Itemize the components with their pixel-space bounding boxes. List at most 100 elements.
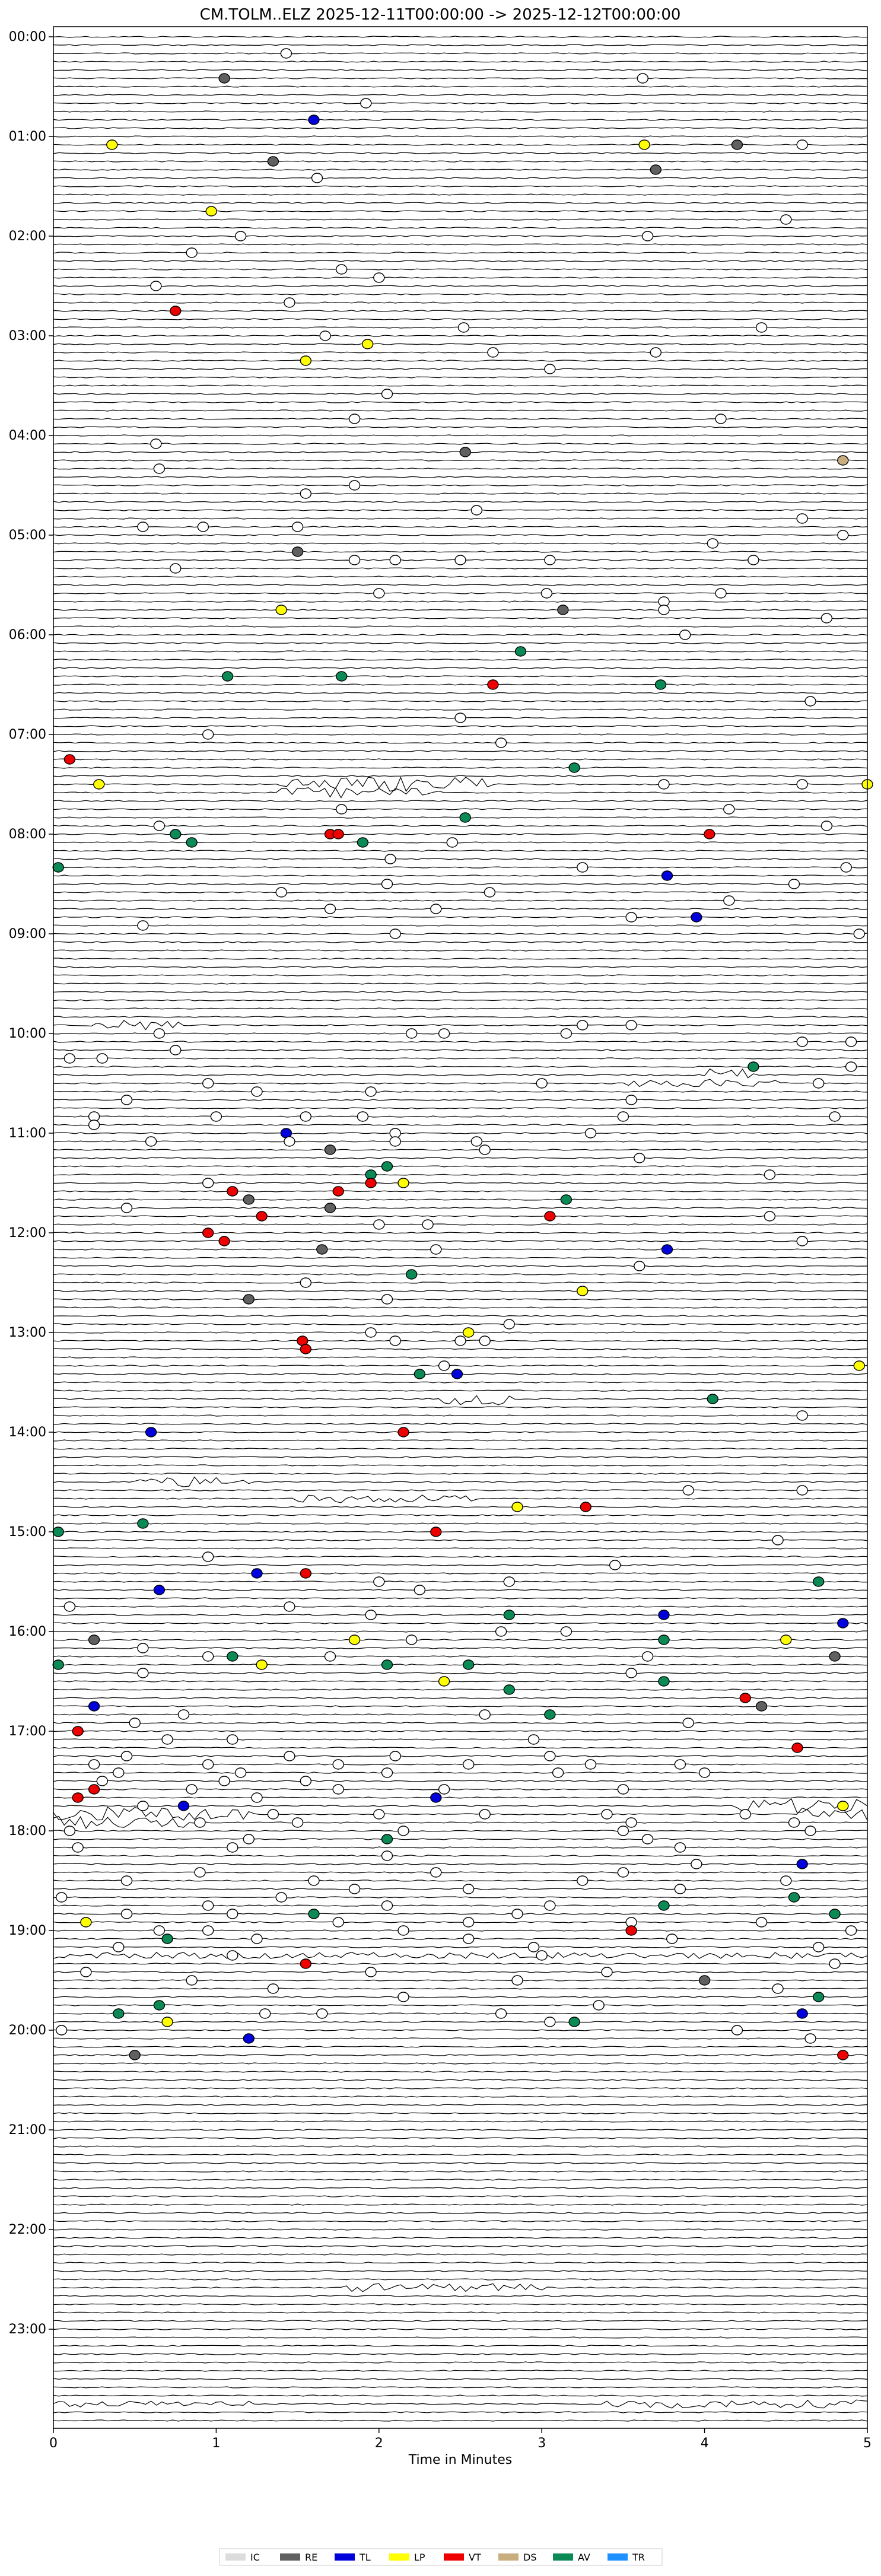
event-marker (348, 480, 361, 491)
trace-line (53, 650, 868, 653)
trace-line (53, 1879, 868, 1882)
trace-line (53, 592, 868, 594)
event-marker (381, 1850, 393, 1861)
trace-line (53, 991, 868, 993)
event-marker (251, 1933, 263, 1944)
event-marker (332, 1759, 344, 1770)
event-marker (381, 1659, 393, 1670)
event-marker (170, 829, 182, 839)
event-marker (170, 306, 182, 316)
trace-line (53, 2237, 868, 2239)
event-marker (625, 1668, 637, 1678)
event-marker (186, 247, 198, 258)
event-marker (365, 1610, 377, 1620)
event-marker (511, 1909, 523, 1919)
trace-line (53, 2220, 868, 2222)
event-marker (251, 1568, 263, 1579)
event-marker (748, 555, 759, 565)
trace-line (53, 2037, 868, 2040)
event-marker (275, 605, 287, 615)
event-marker (788, 879, 800, 889)
trace-line (53, 908, 868, 910)
event-marker (96, 1053, 109, 1064)
event-marker (454, 713, 466, 723)
trace-line (53, 1738, 868, 1741)
event-marker (221, 671, 234, 682)
event-marker (463, 1933, 475, 1944)
event-marker (715, 414, 727, 424)
event-marker (234, 1767, 247, 1778)
event-marker (788, 1817, 800, 1828)
y-tick-label: 20:00 (9, 2023, 46, 2038)
trace-line (53, 1622, 868, 1624)
trace-line (53, 1348, 868, 1350)
trace-line (53, 2087, 868, 2090)
event-marker (300, 488, 311, 499)
event-marker (308, 1875, 320, 1886)
event-marker (723, 804, 735, 815)
event-marker (568, 762, 580, 773)
event-marker (707, 1394, 719, 1404)
trace-line (53, 193, 868, 196)
trace-line (53, 1381, 868, 1384)
trace-line (53, 492, 868, 495)
trace-line (53, 974, 868, 977)
event-marker (348, 414, 361, 424)
event-marker (739, 1809, 751, 1820)
event-marker (406, 1634, 418, 1645)
event-marker (357, 837, 369, 848)
event-marker (137, 1518, 149, 1529)
event-marker (227, 1186, 238, 1197)
event-marker (389, 928, 401, 939)
event-marker (829, 1651, 841, 1662)
event-marker (430, 1867, 442, 1878)
legend: IC RE TL LP VT DS AV TR (219, 2548, 663, 2566)
event-marker (625, 1095, 637, 1105)
trace-line (53, 2120, 868, 2123)
trace-line (53, 949, 868, 952)
event-marker (397, 1992, 409, 2002)
event-marker (267, 1809, 279, 1820)
y-tick-label: 07:00 (9, 727, 46, 742)
trace-line (53, 1423, 868, 1425)
event-marker (577, 1020, 589, 1031)
trace-line (53, 700, 868, 702)
event-marker (503, 1684, 515, 1695)
trace-line (53, 351, 868, 354)
event-marker (715, 588, 727, 599)
trace-line (53, 434, 868, 437)
trace-line (53, 1730, 868, 1732)
event-marker (170, 563, 182, 574)
event-marker (459, 812, 471, 823)
trace-line (53, 958, 868, 960)
trace-line (53, 102, 868, 104)
event-marker (845, 1036, 857, 1047)
event-marker (536, 1950, 548, 1961)
trace-line (53, 1068, 868, 1079)
event-marker (373, 1576, 385, 1587)
trace-line (53, 1996, 868, 1998)
event-marker (796, 1236, 808, 1246)
event-marker (150, 438, 162, 449)
event-marker (438, 1784, 450, 1795)
event-marker (284, 1751, 295, 1761)
event-marker (723, 895, 735, 906)
legend-label: VT (469, 2552, 481, 2563)
event-marker (153, 1028, 166, 1039)
event-marker (259, 2008, 271, 2019)
event-marker (414, 1369, 426, 1379)
trace-line (53, 1431, 868, 1433)
trace-line (53, 1389, 868, 1392)
event-marker (625, 1817, 637, 1828)
event-marker (52, 862, 64, 873)
event-marker (536, 1078, 548, 1089)
trace-line (53, 1780, 868, 1782)
event-marker (601, 1967, 613, 1977)
trace-line (53, 891, 868, 893)
trace-line (53, 575, 868, 578)
event-marker (227, 1950, 238, 1961)
trace-line (53, 1020, 868, 1031)
trace-line (53, 1807, 868, 1821)
event-marker (52, 1659, 64, 1670)
event-marker (381, 1834, 393, 1844)
